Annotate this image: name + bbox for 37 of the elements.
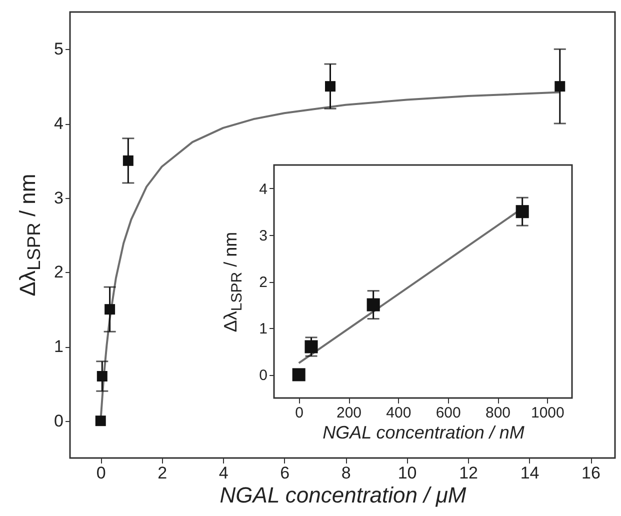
- x-tick-label: 800: [485, 404, 511, 422]
- x-tick-label: 600: [436, 404, 461, 422]
- point: [366, 298, 380, 312]
- y-tick-label: 4: [54, 114, 64, 133]
- x-tick-label: 14: [520, 464, 540, 482]
- x-tick-label: 6: [280, 464, 290, 482]
- point: [304, 340, 318, 354]
- y-tick-label: 3: [54, 188, 64, 208]
- y-tick-label: 4: [259, 180, 268, 198]
- y-tick-label: 1: [259, 320, 268, 338]
- x-tick-label: 4: [218, 464, 228, 482]
- x-tick-label: 16: [582, 464, 600, 482]
- y-tick-label: 5: [54, 40, 64, 59]
- x-tick-label: 0: [295, 404, 304, 422]
- y-tick-label: 2: [54, 262, 64, 282]
- x-tick-label: 2: [158, 464, 168, 482]
- y-tick-label: 1: [54, 337, 64, 356]
- point: [104, 304, 116, 315]
- y-tick-label: 0: [259, 367, 268, 384]
- x-tick-label: 0: [96, 464, 106, 482]
- point: [325, 81, 336, 92]
- x-tick-label: 8: [341, 464, 351, 482]
- x-tick-label: 200: [336, 404, 362, 422]
- y-tick-label: 2: [259, 274, 268, 291]
- x-axis-title: NGAL concentration / μM: [220, 482, 467, 508]
- x-axis-title: NGAL concentration / nM: [322, 422, 524, 442]
- point: [95, 416, 106, 426]
- point: [554, 81, 566, 92]
- x-tick-label: 1000: [530, 404, 564, 422]
- point: [516, 205, 529, 218]
- point: [292, 368, 306, 382]
- x-tick-label: 12: [459, 464, 478, 482]
- point: [96, 370, 108, 382]
- x-tick-label: 400: [386, 404, 412, 422]
- point: [122, 155, 134, 166]
- y-tick-label: 3: [259, 227, 268, 244]
- x-tick-label: 10: [398, 464, 417, 482]
